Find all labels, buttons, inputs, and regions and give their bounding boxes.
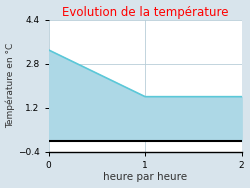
Title: Evolution de la température: Evolution de la température xyxy=(62,6,228,19)
X-axis label: heure par heure: heure par heure xyxy=(103,172,187,182)
Y-axis label: Température en °C: Température en °C xyxy=(6,43,15,128)
